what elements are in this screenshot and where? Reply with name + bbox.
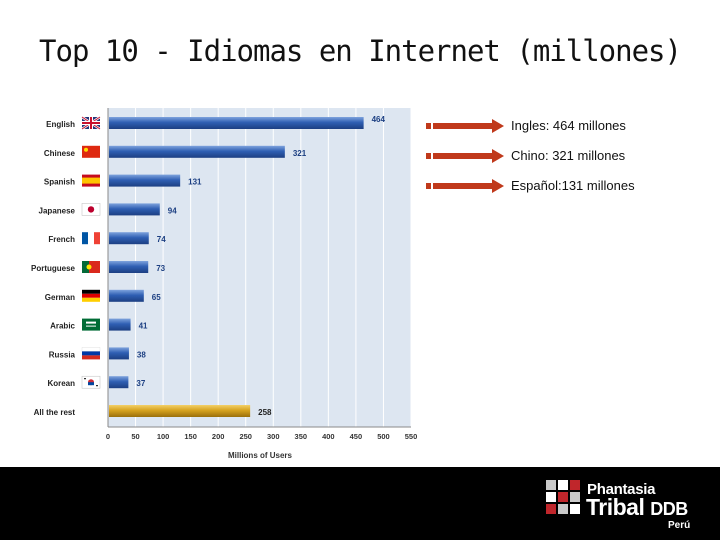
japan-flag-icon [81, 203, 101, 216]
language-bar-chart: English 464 Chinese 321 Spanish 131 Japanese 94… [31, 108, 418, 460]
callout-spanish-text: Español:131 millones [511, 178, 635, 193]
category-label: French [48, 235, 75, 244]
value-label: 38 [137, 350, 146, 359]
logo-text-ddb: DDB [650, 499, 688, 519]
category-label: Russia [49, 350, 76, 359]
logo-text-tribal: Tribal DDB [586, 494, 688, 521]
china-flag-icon [82, 145, 100, 158]
bar [109, 289, 144, 302]
value-label: 131 [188, 178, 202, 187]
callout-english: Ingles: 464 millones [426, 116, 720, 138]
bar [109, 405, 251, 417]
x-tick-label: 450 [350, 432, 363, 441]
germany-flag-icon [82, 289, 100, 302]
bar [109, 376, 129, 389]
logo-text-tribal-word: Tribal [586, 494, 645, 520]
x-tick-label: 400 [322, 432, 335, 441]
category-label: English [46, 120, 75, 129]
callout-spanish: Español:131 millones [426, 176, 720, 198]
x-tick-label: 200 [212, 432, 225, 441]
value-label: 41 [139, 322, 148, 331]
callout-chinese-text: Chino: 321 millones [511, 148, 626, 163]
plot-background [108, 108, 411, 427]
category-label: Arabic [50, 322, 75, 331]
x-tick-label: 350 [295, 432, 308, 441]
value-label: 464 [372, 115, 386, 124]
x-tick-label: 150 [184, 432, 197, 441]
value-label: 74 [157, 235, 166, 244]
bar [109, 318, 131, 331]
saudi-flag-icon [82, 318, 100, 331]
footer-bar [0, 467, 720, 540]
arrow-icon [426, 149, 504, 163]
x-tick-label: 550 [405, 432, 418, 441]
value-label: 65 [152, 293, 161, 302]
bar [109, 203, 160, 216]
arrow-icon [426, 119, 504, 133]
value-label: 94 [168, 206, 177, 215]
category-label: German [45, 293, 75, 302]
arrow-icon [426, 179, 504, 193]
value-label: 37 [136, 379, 145, 388]
category-label: Japanese [39, 206, 76, 215]
category-label: Korean [47, 379, 75, 388]
value-label: 258 [258, 408, 272, 417]
russia-flag-icon [81, 347, 101, 360]
bar [109, 145, 285, 158]
bar [109, 232, 149, 245]
value-label: 73 [156, 264, 165, 273]
category-label: Portuguese [31, 264, 76, 273]
x-tick-label: 250 [239, 432, 252, 441]
bar [109, 174, 181, 187]
value-label: 321 [293, 149, 307, 158]
x-axis-title: Millions of Users [228, 451, 293, 460]
callout-chinese: Chino: 321 millones [426, 146, 720, 168]
bar [109, 117, 364, 129]
bar [109, 261, 149, 273]
slide-title: Top 10 - Idiomas en Internet (millones) [39, 34, 682, 68]
logo-text-peru: Perú [668, 520, 691, 531]
uk-flag-icon [81, 115, 101, 131]
category-label: Chinese [44, 149, 76, 158]
korea-flag-icon [81, 375, 101, 389]
france-flag-icon [82, 232, 100, 245]
category-label: All the rest [34, 408, 76, 417]
x-tick-label: 0 [106, 432, 110, 441]
bar [109, 347, 129, 360]
logo-text-phantasia: Phantasia [587, 481, 656, 498]
category-label: Spanish [44, 178, 75, 187]
spain-flag-icon [82, 174, 100, 187]
callout-english-text: Ingles: 464 millones [511, 118, 626, 133]
portugal-flag-icon [82, 261, 100, 273]
x-tick-label: 50 [131, 432, 139, 441]
logo-grid-icon [546, 480, 580, 514]
x-tick-label: 500 [377, 432, 390, 441]
x-tick-label: 100 [157, 432, 170, 441]
x-tick-label: 300 [267, 432, 280, 441]
